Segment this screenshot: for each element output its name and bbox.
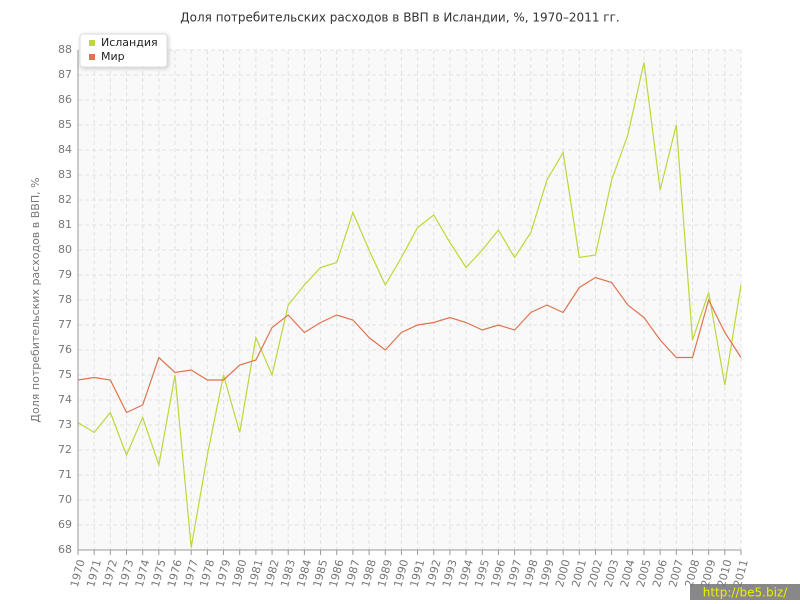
legend-swatch [89,54,95,60]
y-tick-label: 69 [58,518,72,531]
watermark-bg [690,584,800,600]
y-tick-label: 82 [58,193,72,206]
y-tick-label: 72 [58,443,72,456]
y-tick-label: 73 [58,418,72,431]
y-tick-label: 85 [58,118,72,131]
y-tick-label: 74 [58,393,72,406]
legend [79,33,168,68]
y-tick-label: 75 [58,368,72,381]
lines [77,62,742,548]
chart-title: Доля потребительских расходов в ВВП в Ис… [180,11,619,25]
legend-box [79,33,168,68]
y-tick-label: 81 [58,218,72,231]
y-tick-label: 88 [58,43,72,56]
series-line [77,62,742,548]
y-tick-label: 77 [58,318,72,331]
y-axis-label: Доля потребительских расходов в ВВП, % [29,177,42,422]
y-tick-label: 79 [58,268,72,281]
y-tick-label: 86 [58,93,72,106]
legend-swatch [89,40,95,46]
y-tick-label: 84 [58,143,72,156]
y-tick-label: 70 [58,493,72,506]
series-line [77,276,742,414]
y-tick-label: 78 [58,293,72,306]
watermark: http://be5.biz/ [703,586,788,600]
grid [77,49,742,551]
legend-label: Исландия [101,36,158,49]
y-tick-label: 68 [58,543,72,556]
legend-label: Мир [101,50,125,63]
y-tick-label: 83 [58,168,72,181]
y-tick-label: 76 [58,343,72,356]
y-tick-label: 87 [58,68,72,81]
y-tick-label: 80 [58,243,72,256]
y-tick-label: 71 [58,468,72,481]
